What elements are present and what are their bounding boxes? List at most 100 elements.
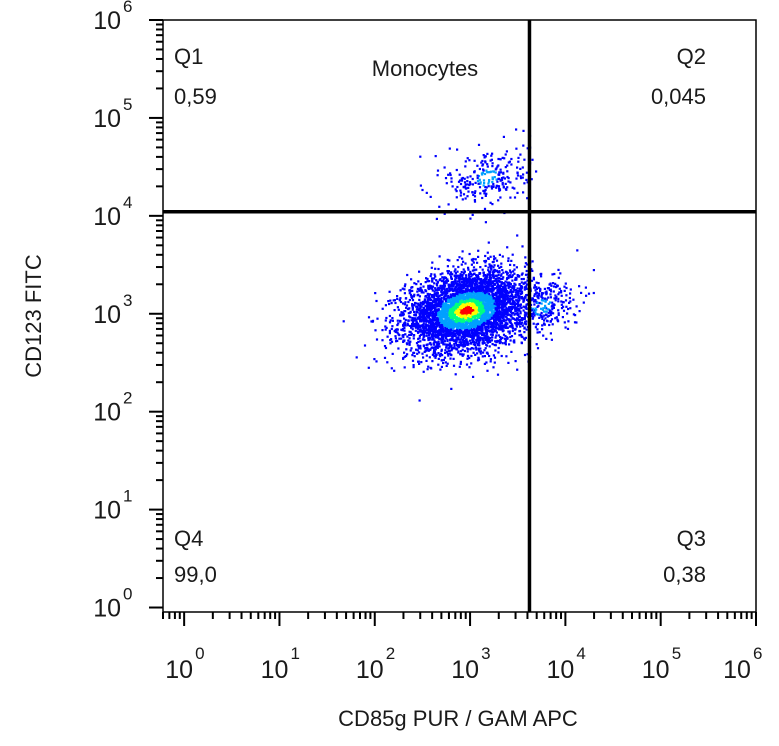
event-dot	[523, 322, 526, 325]
event-dot	[462, 193, 466, 196]
event-dot	[502, 333, 506, 336]
event-dot	[441, 276, 444, 279]
event-dot	[431, 353, 434, 356]
event-dot	[489, 340, 492, 343]
event-dot	[504, 321, 507, 325]
event-dot	[434, 346, 437, 349]
event-dot	[549, 296, 552, 299]
event-dot	[455, 168, 458, 172]
event-dot	[466, 343, 469, 346]
event-dot	[409, 293, 413, 296]
event-dot	[481, 334, 484, 337]
event-dot	[412, 366, 415, 369]
event-dot	[395, 330, 398, 333]
event-dot	[513, 332, 517, 335]
event-dot	[550, 338, 553, 341]
event-dot	[539, 288, 542, 291]
event-dot	[467, 317, 470, 320]
event-dot	[475, 268, 478, 271]
event-dot	[396, 306, 399, 309]
event-dot	[466, 293, 469, 296]
event-dot	[474, 190, 477, 193]
event-dot	[443, 212, 446, 215]
event-dot	[456, 280, 459, 283]
event-dot	[457, 322, 460, 325]
event-dot	[489, 255, 492, 258]
event-dot	[471, 191, 474, 194]
event-dot	[457, 265, 460, 269]
event-dot	[502, 301, 505, 304]
event-dot	[500, 300, 503, 303]
event-dot	[375, 299, 378, 303]
event-dot	[452, 311, 455, 314]
event-dot	[435, 345, 438, 348]
event-dot	[531, 260, 534, 263]
event-dot	[386, 361, 389, 364]
event-dot	[418, 337, 421, 340]
event-dot	[457, 277, 461, 280]
event-dot	[418, 298, 421, 301]
event-dot	[530, 299, 533, 302]
event-dot	[411, 359, 415, 362]
event-dot	[432, 318, 435, 321]
event-dot	[496, 283, 499, 286]
event-dot	[490, 309, 493, 312]
event-dot	[485, 322, 489, 325]
event-dot	[451, 273, 454, 276]
event-dot	[536, 294, 539, 298]
event-dot	[515, 177, 518, 180]
event-dot	[404, 283, 407, 286]
event-dot	[389, 319, 392, 322]
event-dot	[495, 312, 498, 315]
event-dot	[403, 326, 406, 330]
event-dot	[425, 332, 429, 335]
event-dot	[487, 280, 490, 284]
event-dot	[576, 249, 579, 252]
event-dot	[450, 285, 453, 288]
event-dot	[462, 298, 465, 301]
event-dot	[493, 356, 497, 359]
event-dot	[482, 290, 485, 293]
event-dot	[444, 332, 447, 335]
event-dot	[531, 269, 534, 272]
event-dot	[445, 287, 449, 290]
event-dot	[486, 369, 489, 372]
event-dot	[489, 358, 492, 361]
event-dot	[532, 312, 535, 315]
event-dot	[455, 288, 458, 291]
event-dot	[489, 314, 492, 317]
event-dot	[508, 306, 511, 309]
event-dot	[503, 313, 506, 317]
event-dot	[493, 306, 496, 310]
event-dot	[447, 347, 450, 350]
event-dot	[403, 329, 406, 332]
event-dot	[498, 300, 501, 303]
event-dot	[430, 273, 433, 276]
event-dot	[474, 346, 478, 349]
event-dot	[472, 306, 475, 309]
event-dot	[486, 273, 489, 276]
event-dot	[506, 326, 509, 329]
event-dot	[503, 312, 506, 315]
event-dot	[511, 274, 514, 277]
event-dot	[384, 328, 387, 331]
event-dot	[456, 259, 459, 262]
event-dot	[434, 330, 437, 333]
event-dot	[484, 254, 487, 258]
event-dot	[525, 283, 528, 286]
event-dot	[422, 333, 425, 336]
event-dot	[436, 174, 439, 177]
event-dot	[506, 164, 509, 167]
event-dot	[522, 317, 525, 321]
event-dot	[441, 284, 444, 288]
event-dot	[475, 274, 478, 277]
event-dot	[456, 326, 459, 329]
event-dot	[419, 333, 422, 336]
event-dot	[500, 281, 503, 284]
event-dot	[467, 268, 470, 271]
event-dot	[484, 259, 488, 262]
event-dot	[429, 275, 432, 278]
event-dot	[432, 305, 435, 308]
event-dot	[462, 291, 465, 294]
event-dot	[458, 299, 461, 302]
